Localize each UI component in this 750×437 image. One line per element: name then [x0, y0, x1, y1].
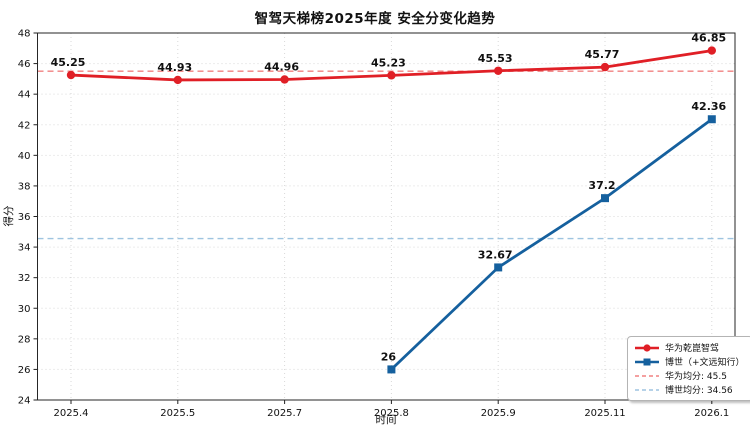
data-point-label: 45.25: [51, 56, 86, 69]
data-point-marker: [494, 66, 503, 75]
legend-swatch: [635, 343, 659, 352]
y-axis-label: 得分: [3, 205, 15, 227]
series-line: [389, 117, 714, 371]
legend-swatch: [635, 388, 659, 391]
y-tick-label: 30: [18, 304, 31, 315]
y-tick-label: 46: [18, 59, 31, 70]
data-point-marker: [601, 194, 609, 203]
legend-item: 博世均分: 34.56: [634, 383, 745, 396]
y-tick-label: 24: [18, 396, 31, 407]
x-tick-label: 2025.5: [160, 408, 195, 419]
data-point-label: 46.85: [691, 32, 726, 45]
legend-item: 博世（+文远知行）: [634, 355, 745, 368]
data-point-marker: [173, 75, 182, 85]
x-tick-label: 2025.9: [481, 408, 516, 419]
x-tick-label: 2025.11: [584, 408, 625, 419]
data-point-marker: [66, 70, 76, 80]
data-point-marker: [707, 46, 716, 55]
legend: 华为乾崑智驾博世（+文远知行） 华为均分: 45.5 博世均分: 34.56: [627, 336, 750, 401]
y-tick-label: 48: [18, 29, 31, 40]
data-point-marker: [387, 365, 396, 374]
legend-label: 华为乾崑智驾: [665, 344, 720, 354]
data-point-marker: [600, 62, 610, 72]
x-tick-label: 2025.8: [374, 408, 409, 419]
data-point-label: 45.77: [585, 48, 620, 61]
legend-label: 博世（+文远知行）: [665, 358, 745, 368]
legend-label: 博世均分: 34.56: [665, 386, 733, 396]
data-point-label: 44.96: [264, 60, 299, 73]
legend-item: 华为乾崑智驾: [634, 341, 745, 354]
x-tick-label: 2025.7: [267, 408, 302, 419]
x-tick-label: 2026.1: [694, 408, 729, 419]
data-point-label: 42.36: [691, 100, 726, 113]
data-point-marker: [280, 75, 289, 84]
data-point-label: 32.67: [478, 248, 513, 261]
x-tick-label: 2025.4: [54, 408, 89, 419]
y-tick-label: 44: [18, 90, 31, 101]
data-point-label: 45.53: [478, 52, 513, 65]
y-tick-label: 36: [18, 212, 31, 223]
data-point-marker: [494, 263, 503, 272]
y-tick-label: 28: [18, 334, 31, 345]
data-point-marker: [707, 115, 716, 124]
x-axis-label: 时间: [375, 414, 397, 426]
legend-swatch: [635, 358, 659, 365]
y-tick-label: 42: [18, 120, 31, 131]
data-point-label: 37.2: [588, 179, 615, 192]
y-tick-label: 32: [18, 273, 31, 284]
plot-border: [37, 32, 736, 401]
data-point-label: 26: [381, 350, 397, 363]
legend-swatch: [635, 374, 659, 377]
y-tick-label: 38: [18, 181, 31, 192]
legend-item: 华为均分: 45.5: [634, 369, 745, 382]
y-tick-label: 34: [18, 243, 31, 254]
y-tick-label: 40: [18, 151, 31, 162]
data-point-label: 44.93: [157, 61, 192, 74]
data-point-label: 45.23: [371, 56, 406, 69]
legend-label: 华为均分: 45.5: [665, 372, 727, 382]
y-tick-label: 26: [18, 365, 31, 376]
chart-title: 智驾天梯榜2025年度 安全分变化趋势: [254, 11, 496, 27]
data-point-marker: [387, 71, 396, 80]
